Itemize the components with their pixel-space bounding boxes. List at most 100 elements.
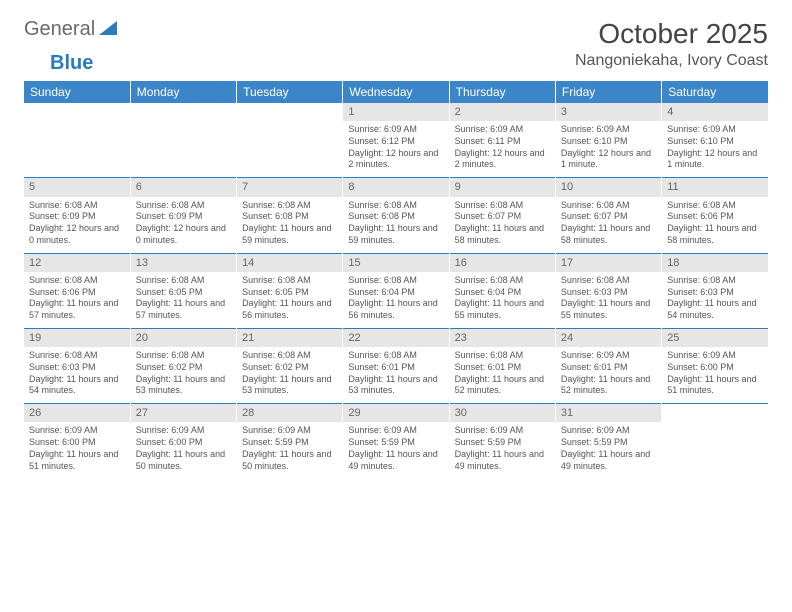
sunrise-text: Sunrise: 6:09 AM	[561, 350, 656, 362]
day-cell: 6Sunrise: 6:08 AMSunset: 6:09 PMDaylight…	[130, 178, 236, 253]
daylight-text: Daylight: 11 hours and 57 minutes.	[29, 298, 125, 321]
sunrise-text: Sunrise: 6:08 AM	[29, 275, 125, 287]
day-number: 10	[556, 178, 661, 196]
day-number: 4	[662, 103, 768, 121]
daylight-text: Daylight: 11 hours and 55 minutes.	[561, 298, 656, 321]
day-cell: 4Sunrise: 6:09 AMSunset: 6:10 PMDaylight…	[662, 103, 768, 178]
sunrise-text: Sunrise: 6:08 AM	[348, 200, 443, 212]
day-body: Sunrise: 6:09 AMSunset: 5:59 PMDaylight:…	[343, 422, 448, 478]
sunset-text: Sunset: 6:03 PM	[561, 287, 656, 299]
daylight-text: Daylight: 11 hours and 51 minutes.	[29, 449, 125, 472]
daylight-text: Daylight: 11 hours and 49 minutes.	[455, 449, 550, 472]
day-body: Sunrise: 6:09 AMSunset: 6:01 PMDaylight:…	[556, 347, 661, 403]
day-cell: 18Sunrise: 6:08 AMSunset: 6:03 PMDayligh…	[662, 253, 768, 328]
sunset-text: Sunset: 5:59 PM	[348, 437, 443, 449]
sunrise-text: Sunrise: 6:09 AM	[455, 425, 550, 437]
day-body: Sunrise: 6:08 AMSunset: 6:02 PMDaylight:…	[237, 347, 342, 403]
sunset-text: Sunset: 6:01 PM	[348, 362, 443, 374]
sunrise-text: Sunrise: 6:09 AM	[667, 350, 763, 362]
daylight-text: Daylight: 11 hours and 56 minutes.	[242, 298, 337, 321]
day-number: 12	[24, 254, 130, 272]
day-number: 28	[237, 404, 342, 422]
day-body: Sunrise: 6:08 AMSunset: 6:06 PMDaylight:…	[24, 272, 130, 328]
sunrise-text: Sunrise: 6:08 AM	[561, 200, 656, 212]
daylight-text: Daylight: 11 hours and 51 minutes.	[667, 374, 763, 397]
daylight-text: Daylight: 11 hours and 53 minutes.	[136, 374, 231, 397]
day-body: Sunrise: 6:09 AMSunset: 5:59 PMDaylight:…	[237, 422, 342, 478]
sunrise-text: Sunrise: 6:08 AM	[242, 200, 337, 212]
day-body: Sunrise: 6:08 AMSunset: 6:05 PMDaylight:…	[131, 272, 236, 328]
day-cell: 25Sunrise: 6:09 AMSunset: 6:00 PMDayligh…	[662, 328, 768, 403]
dow-friday: Friday	[555, 81, 661, 103]
day-number: 6	[131, 178, 236, 196]
sunrise-text: Sunrise: 6:09 AM	[561, 124, 656, 136]
sunrise-text: Sunrise: 6:09 AM	[561, 425, 656, 437]
day-cell: 31Sunrise: 6:09 AMSunset: 5:59 PMDayligh…	[555, 404, 661, 479]
logo: General	[24, 18, 119, 41]
daylight-text: Daylight: 11 hours and 59 minutes.	[348, 223, 443, 246]
sunset-text: Sunset: 6:07 PM	[561, 211, 656, 223]
day-cell: 27Sunrise: 6:09 AMSunset: 6:00 PMDayligh…	[130, 404, 236, 479]
sunset-text: Sunset: 6:11 PM	[455, 136, 550, 148]
day-body: Sunrise: 6:08 AMSunset: 6:04 PMDaylight:…	[343, 272, 448, 328]
day-cell: 26Sunrise: 6:09 AMSunset: 6:00 PMDayligh…	[24, 404, 130, 479]
day-body: Sunrise: 6:08 AMSunset: 6:03 PMDaylight:…	[556, 272, 661, 328]
dow-saturday: Saturday	[662, 81, 768, 103]
day-cell: 20Sunrise: 6:08 AMSunset: 6:02 PMDayligh…	[130, 328, 236, 403]
day-number: 22	[343, 329, 448, 347]
empty-day	[131, 103, 236, 159]
week-row: 12Sunrise: 6:08 AMSunset: 6:06 PMDayligh…	[24, 253, 768, 328]
day-cell: 7Sunrise: 6:08 AMSunset: 6:08 PMDaylight…	[237, 178, 343, 253]
day-number: 18	[662, 254, 768, 272]
sunrise-text: Sunrise: 6:08 AM	[136, 350, 231, 362]
day-cell: 12Sunrise: 6:08 AMSunset: 6:06 PMDayligh…	[24, 253, 130, 328]
dow-thursday: Thursday	[449, 81, 555, 103]
empty-day	[662, 404, 768, 460]
sunrise-text: Sunrise: 6:08 AM	[667, 275, 763, 287]
daylight-text: Daylight: 11 hours and 49 minutes.	[348, 449, 443, 472]
day-cell: 8Sunrise: 6:08 AMSunset: 6:08 PMDaylight…	[343, 178, 449, 253]
daylight-text: Daylight: 11 hours and 53 minutes.	[242, 374, 337, 397]
calendar-page: General October 2025 Nangoniekaha, Ivory…	[0, 0, 792, 478]
sunrise-text: Sunrise: 6:08 AM	[455, 275, 550, 287]
day-cell: 21Sunrise: 6:08 AMSunset: 6:02 PMDayligh…	[237, 328, 343, 403]
day-cell: 23Sunrise: 6:08 AMSunset: 6:01 PMDayligh…	[449, 328, 555, 403]
sunset-text: Sunset: 6:00 PM	[136, 437, 231, 449]
title-block: October 2025 Nangoniekaha, Ivory Coast	[575, 18, 768, 70]
sunset-text: Sunset: 6:08 PM	[348, 211, 443, 223]
day-number: 13	[131, 254, 236, 272]
sunset-text: Sunset: 6:10 PM	[667, 136, 763, 148]
daylight-text: Daylight: 11 hours and 55 minutes.	[455, 298, 550, 321]
calendar-table: Sunday Monday Tuesday Wednesday Thursday…	[24, 81, 768, 478]
sunset-text: Sunset: 5:59 PM	[561, 437, 656, 449]
day-body: Sunrise: 6:08 AMSunset: 6:09 PMDaylight:…	[131, 197, 236, 253]
day-cell: 11Sunrise: 6:08 AMSunset: 6:06 PMDayligh…	[662, 178, 768, 253]
dow-wednesday: Wednesday	[343, 81, 449, 103]
day-body: Sunrise: 6:08 AMSunset: 6:08 PMDaylight:…	[343, 197, 448, 253]
day-body: Sunrise: 6:09 AMSunset: 6:12 PMDaylight:…	[343, 121, 448, 177]
day-cell: 17Sunrise: 6:08 AMSunset: 6:03 PMDayligh…	[555, 253, 661, 328]
daylight-text: Daylight: 11 hours and 52 minutes.	[455, 374, 550, 397]
daylight-text: Daylight: 11 hours and 58 minutes.	[561, 223, 656, 246]
day-body: Sunrise: 6:09 AMSunset: 5:59 PMDaylight:…	[556, 422, 661, 478]
day-cell: 1Sunrise: 6:09 AMSunset: 6:12 PMDaylight…	[343, 103, 449, 178]
sunset-text: Sunset: 6:07 PM	[455, 211, 550, 223]
daylight-text: Daylight: 12 hours and 0 minutes.	[136, 223, 231, 246]
day-body: Sunrise: 6:08 AMSunset: 6:01 PMDaylight:…	[450, 347, 555, 403]
daylight-text: Daylight: 11 hours and 56 minutes.	[348, 298, 443, 321]
empty-day	[237, 103, 342, 159]
daylight-text: Daylight: 12 hours and 2 minutes.	[348, 148, 443, 171]
day-body: Sunrise: 6:08 AMSunset: 6:03 PMDaylight:…	[662, 272, 768, 328]
day-number: 25	[662, 329, 768, 347]
day-body: Sunrise: 6:09 AMSunset: 6:00 PMDaylight:…	[24, 422, 130, 478]
day-cell: 14Sunrise: 6:08 AMSunset: 6:05 PMDayligh…	[237, 253, 343, 328]
day-cell	[24, 103, 130, 178]
day-number: 14	[237, 254, 342, 272]
day-cell: 2Sunrise: 6:09 AMSunset: 6:11 PMDaylight…	[449, 103, 555, 178]
day-body: Sunrise: 6:08 AMSunset: 6:04 PMDaylight:…	[450, 272, 555, 328]
daylight-text: Daylight: 12 hours and 2 minutes.	[455, 148, 550, 171]
sunrise-text: Sunrise: 6:08 AM	[242, 275, 337, 287]
daylight-text: Daylight: 11 hours and 54 minutes.	[667, 298, 763, 321]
day-body: Sunrise: 6:08 AMSunset: 6:06 PMDaylight:…	[662, 197, 768, 253]
day-body: Sunrise: 6:08 AMSunset: 6:05 PMDaylight:…	[237, 272, 342, 328]
